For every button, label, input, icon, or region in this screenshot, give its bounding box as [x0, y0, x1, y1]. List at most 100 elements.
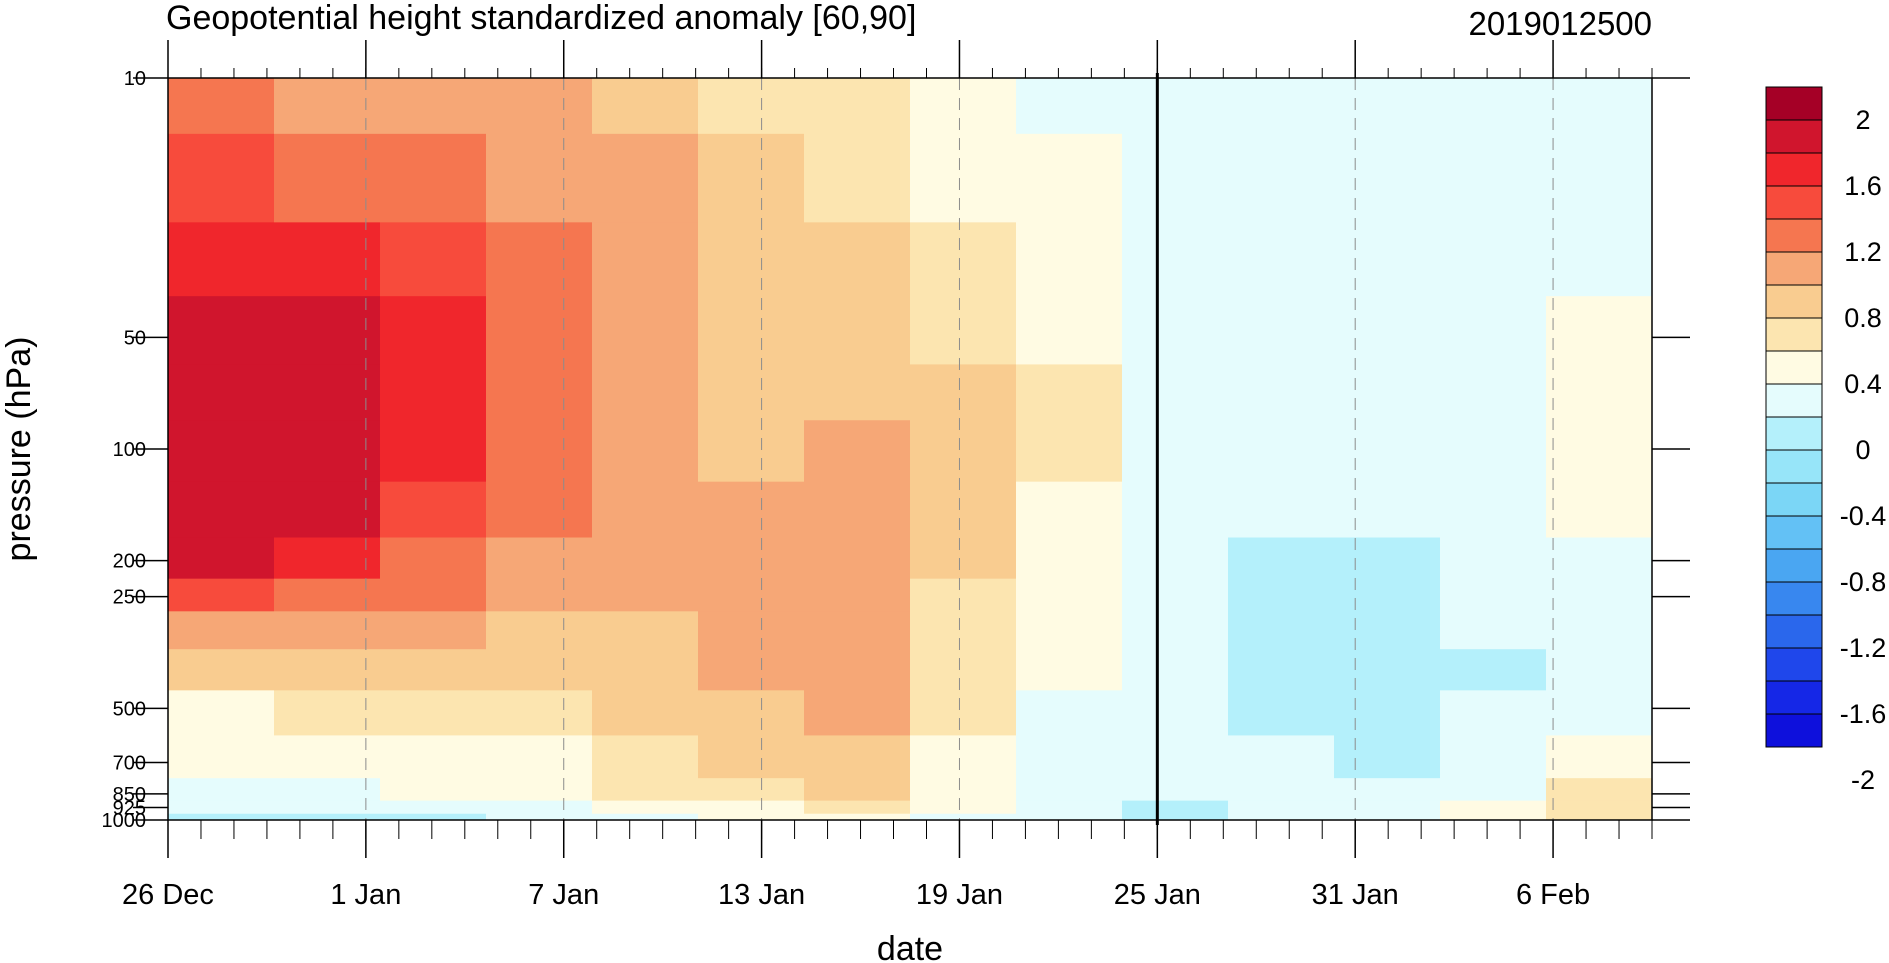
heatmap-cell — [1228, 800, 1335, 815]
heatmap-cell — [910, 296, 1017, 366]
heatmap-cell — [1440, 649, 1547, 691]
heatmap-cell — [274, 222, 381, 297]
heatmap-cell — [380, 133, 487, 223]
heatmap-cell — [1122, 649, 1229, 691]
heatmap-cell — [486, 778, 593, 802]
heatmap-cell — [486, 78, 593, 135]
heatmap-cell — [1016, 78, 1123, 135]
y-tick-label: 200 — [113, 551, 146, 573]
heatmap-cell — [910, 364, 1017, 421]
heatmap-cell — [274, 133, 381, 223]
heatmap-cell — [380, 735, 487, 779]
colorbar-swatch — [1765, 416, 1823, 451]
heatmap-cell — [1334, 222, 1441, 297]
heatmap-cell — [698, 364, 805, 421]
heatmap-cell — [168, 296, 275, 366]
heatmap-cell — [1334, 735, 1441, 779]
heatmap-cell — [168, 222, 275, 297]
heatmap-cell — [1228, 690, 1335, 737]
heatmap-cell — [380, 778, 487, 802]
heatmap-cell — [1334, 578, 1441, 612]
heatmap-cell — [1228, 778, 1335, 802]
heatmap-cell — [910, 813, 1017, 820]
heatmap-cell — [804, 800, 911, 815]
heatmap-cell — [168, 420, 275, 483]
heatmap-cell — [486, 813, 593, 820]
heatmap-cell — [910, 735, 1017, 779]
heatmap-cell — [1122, 537, 1229, 580]
colorbar-label: -1.6 — [1840, 699, 1887, 729]
heatmap-cell — [1016, 735, 1123, 779]
heatmap-cell — [1546, 364, 1652, 421]
heatmap-cell — [1546, 420, 1652, 483]
colorbar-swatch — [1765, 185, 1823, 220]
y-tick-label: 250 — [113, 587, 146, 609]
heatmap-cell — [274, 735, 381, 779]
heatmap-cell — [910, 133, 1017, 223]
colorbar-swatch — [1765, 251, 1823, 286]
colorbar-swatch — [1765, 614, 1823, 649]
heatmap-cell — [804, 133, 911, 223]
heatmap-cell — [380, 611, 487, 650]
x-axis: 26 Dec 1 Jan 7 Jan 13 Jan 19 Jan 25 Jan 31 Jan… — [122, 40, 1653, 911]
heatmap-cell — [1546, 78, 1652, 135]
heatmap-cell — [698, 778, 805, 802]
x-tick-label: 1 Jan — [330, 879, 401, 911]
heatmap-cell — [804, 420, 911, 483]
heatmap-cell — [592, 813, 699, 820]
heatmap-cell — [1440, 813, 1547, 820]
heatmap-cell — [804, 296, 911, 366]
heatmap-cell — [1440, 222, 1547, 297]
heatmap-cell — [698, 813, 805, 820]
colorbar-label: -1.2 — [1840, 633, 1887, 663]
heatmap-cell — [1546, 690, 1652, 737]
heatmap-cell — [1334, 611, 1441, 650]
heatmap-cell — [1122, 78, 1229, 135]
colorbar-swatch — [1765, 284, 1823, 319]
chart-title: Geopotential height standardized anomaly… — [166, 0, 916, 37]
colorbar-swatch — [1765, 680, 1823, 715]
heatmap-cell — [1440, 800, 1547, 815]
heatmap-cell — [910, 778, 1017, 802]
colorbar-label: 0 — [1855, 435, 1870, 465]
heatmap-cell — [1122, 800, 1229, 815]
heatmap-cell — [804, 222, 911, 297]
colorbar-label: 0.4 — [1844, 369, 1882, 399]
heatmap-cell — [168, 364, 275, 421]
heatmap-cell — [486, 690, 593, 737]
heatmap-cell — [698, 537, 805, 580]
heatmap-cell — [1016, 649, 1123, 691]
heatmap-cell — [804, 778, 911, 802]
heatmap-cell — [1228, 735, 1335, 779]
heatmap-cell — [274, 420, 381, 483]
heatmap-cell — [592, 364, 699, 421]
heatmap-cell — [380, 296, 487, 366]
heatmap-cell — [274, 364, 381, 421]
heatmap-cell — [1334, 778, 1441, 802]
colorbar-swatch — [1765, 152, 1823, 187]
heatmap-cell — [1122, 133, 1229, 223]
heatmap-cell — [910, 420, 1017, 483]
heatmap-cell — [592, 296, 699, 366]
heatmap-cell — [698, 649, 805, 691]
heatmap-cell — [804, 481, 911, 539]
heatmap-cell — [804, 611, 911, 650]
heatmap-cell — [1228, 296, 1335, 366]
colorbar-swatch — [1765, 86, 1823, 121]
heatmap-cell — [698, 222, 805, 297]
heatmap-cell — [698, 481, 805, 539]
heatmap-cell — [1334, 537, 1441, 580]
heatmap-cell — [1440, 296, 1547, 366]
heatmap-cell — [804, 78, 911, 135]
colorbar-label: -0.4 — [1840, 501, 1887, 531]
colorbar-label: 0.8 — [1844, 303, 1882, 333]
x-tick-label: 13 Jan — [718, 879, 805, 911]
heatmap-cell — [380, 364, 487, 421]
heatmap-cell — [1016, 133, 1123, 223]
heatmap-cell — [910, 690, 1017, 737]
colorbar-swatch — [1765, 548, 1823, 583]
heatmap-cell — [698, 690, 805, 737]
heatmap-cell — [804, 537, 911, 580]
heatmap-cell — [910, 611, 1017, 650]
